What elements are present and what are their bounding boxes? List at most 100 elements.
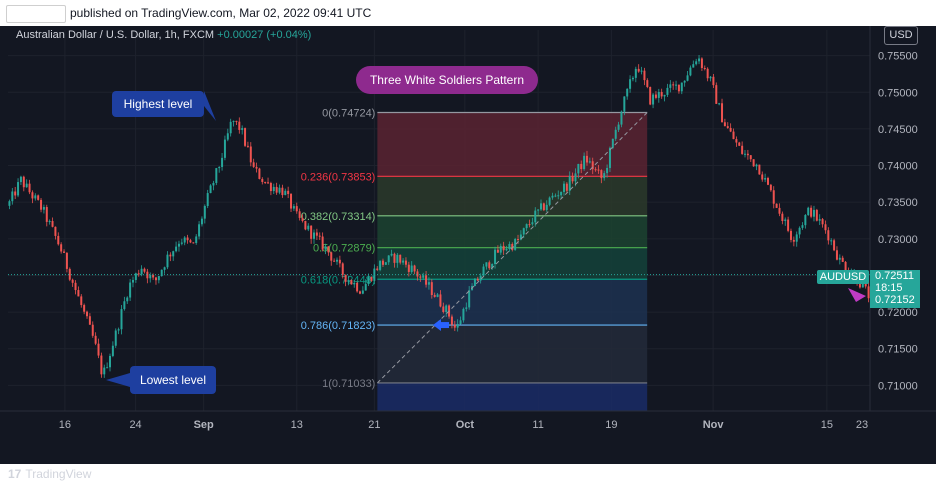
x-tick-label: 11 xyxy=(532,419,543,431)
fibonacci-retracement[interactable]: 0(0.74724) 0.236(0.73853) 0.382(0.73314) 0.… xyxy=(301,108,648,411)
candle-body xyxy=(315,232,318,236)
candle-body xyxy=(700,58,703,68)
publish-bar: published on TradingView.com, Mar 02, 20… xyxy=(0,0,936,26)
candle-body xyxy=(735,139,738,143)
candle-body xyxy=(528,224,531,226)
candle-body xyxy=(433,294,436,297)
candle-body xyxy=(758,164,761,175)
candle-body xyxy=(468,290,471,308)
candle-body xyxy=(131,279,134,283)
fib-zone xyxy=(377,112,648,177)
candle-body xyxy=(376,268,379,270)
candle-body xyxy=(88,316,91,325)
candle-body xyxy=(379,260,382,270)
candle-body xyxy=(126,297,129,302)
candle-body xyxy=(657,91,660,98)
candle-body xyxy=(11,191,14,202)
highest-level-callout[interactable]: Highest level xyxy=(112,91,204,117)
candle-body xyxy=(143,268,146,272)
x-tick-label: 13 xyxy=(291,419,303,431)
candle-body xyxy=(634,68,637,78)
candle-body xyxy=(585,155,588,163)
candle-body xyxy=(313,232,316,239)
currency-button[interactable]: USD xyxy=(884,26,918,45)
chart-area[interactable]: 0(0.74724) 0.236(0.73853) 0.382(0.73314) 0.… xyxy=(0,26,936,481)
candle-body xyxy=(42,207,45,210)
candle-body xyxy=(393,253,396,263)
candle-body xyxy=(146,271,149,279)
candle-body xyxy=(177,243,180,247)
candle-body xyxy=(830,240,833,242)
candle-body xyxy=(410,265,413,272)
candle-body xyxy=(588,161,591,163)
candle-body xyxy=(623,96,626,112)
candle-body xyxy=(654,94,657,98)
candle-body xyxy=(281,187,284,196)
candle-body xyxy=(784,219,787,221)
candle-body xyxy=(738,142,741,146)
candle-body xyxy=(40,199,43,210)
price-chart[interactable]: 0(0.74724) 0.236(0.73853) 0.382(0.73314) 0.… xyxy=(0,26,936,464)
candle-body xyxy=(350,280,353,285)
candle-body xyxy=(100,355,103,375)
candle-body xyxy=(80,296,83,306)
candle-body xyxy=(772,190,775,204)
candle-body xyxy=(192,242,195,244)
candle-body xyxy=(195,236,198,243)
bar-countdown: 18:15 xyxy=(875,282,903,294)
candle-body xyxy=(491,264,494,269)
candle-body xyxy=(272,186,275,192)
candle-body xyxy=(824,224,827,231)
candle-body xyxy=(551,195,554,198)
candle-body xyxy=(571,175,574,182)
candle-body xyxy=(775,203,778,208)
author-name-redacted xyxy=(6,5,66,23)
candle-body xyxy=(804,215,807,226)
y-tick-label: 0.72000 xyxy=(878,307,918,319)
candle-body xyxy=(465,307,468,309)
y-tick-label: 0.71000 xyxy=(878,380,918,392)
y-tick-label: 0.73500 xyxy=(878,197,918,209)
candle-body xyxy=(223,139,226,158)
candle-body xyxy=(617,124,620,130)
candle-body xyxy=(19,176,22,183)
candle-body xyxy=(499,245,502,253)
candle-body xyxy=(502,245,505,251)
candle-body xyxy=(709,76,712,79)
lowest-level-callout[interactable]: Lowest level xyxy=(130,366,216,394)
y-tick-label: 0.74000 xyxy=(878,161,918,173)
candle-body xyxy=(568,175,571,191)
candle-body xyxy=(666,87,669,95)
candle-body xyxy=(663,94,666,97)
last-price-tag: 0.72511 18:15 0.72152 xyxy=(870,270,920,308)
symbol-price-label: AUDUSD xyxy=(817,270,869,284)
tradingview-brand[interactable]: 17 TradingView xyxy=(8,467,91,481)
candle-body xyxy=(686,75,689,81)
candle-body xyxy=(606,167,609,174)
candle-body xyxy=(439,294,442,307)
candle-body xyxy=(456,324,459,328)
candle-body xyxy=(726,126,729,128)
candle-body xyxy=(769,184,772,191)
candle-body xyxy=(761,174,764,180)
candle-body xyxy=(51,221,54,227)
y-tick-label: 0.75000 xyxy=(878,87,918,99)
candle-body xyxy=(741,145,744,154)
candle-body xyxy=(807,207,810,216)
candle-body xyxy=(290,193,293,209)
candle-body xyxy=(103,367,106,375)
x-tick-label: Sep xyxy=(194,419,214,431)
candle-body xyxy=(235,120,238,122)
candle-body xyxy=(91,324,94,336)
candle-body xyxy=(37,195,40,200)
candle-body xyxy=(209,185,212,194)
candle-body xyxy=(157,276,160,281)
fib-level-label: 0.382(0.73314) xyxy=(301,211,376,223)
three-white-soldiers-callout[interactable]: Three White Soldiers Pattern xyxy=(356,66,538,94)
entry-arrow-shaft xyxy=(441,322,449,329)
candle-body xyxy=(307,225,310,230)
candle-body xyxy=(407,264,410,272)
candle-body xyxy=(68,268,71,280)
y-tick-label: 0.75500 xyxy=(878,51,918,63)
y-tick-label: 0.74500 xyxy=(878,124,918,136)
